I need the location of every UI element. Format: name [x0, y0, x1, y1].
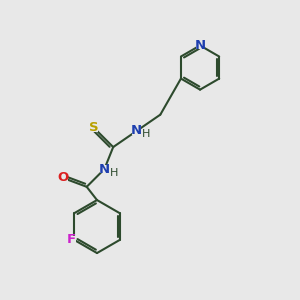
Bar [100, 165, 109, 173]
Text: H: H [142, 129, 150, 140]
Text: H: H [110, 168, 118, 178]
Bar [196, 42, 205, 49]
Bar [132, 127, 142, 135]
Text: S: S [89, 122, 99, 134]
Text: N: N [194, 39, 206, 52]
Text: N: N [99, 163, 110, 176]
Bar [59, 174, 68, 182]
Bar [67, 236, 76, 244]
Bar [90, 124, 98, 132]
Text: N: N [131, 124, 142, 137]
Text: O: O [58, 172, 69, 184]
Text: F: F [67, 233, 76, 246]
